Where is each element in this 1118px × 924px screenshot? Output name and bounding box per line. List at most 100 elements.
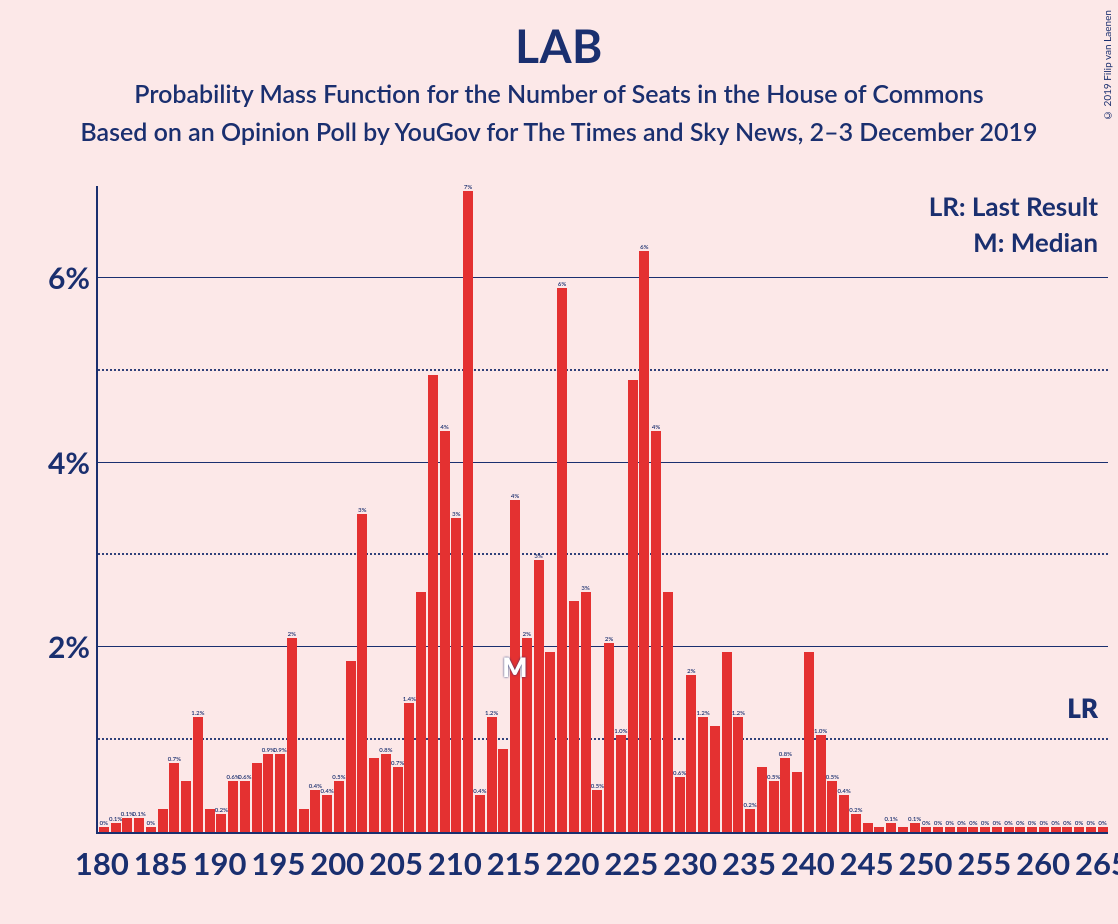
x-tick-column: 260 — [1037, 836, 1049, 900]
bar-column: 0.5% — [827, 186, 839, 832]
bar-column: 7% — [462, 186, 474, 832]
bar: 3% — [451, 518, 461, 832]
bar-value-label: 0% — [934, 820, 942, 827]
bar: 0% — [968, 827, 978, 832]
bar-column: 0.8% — [780, 186, 792, 832]
bar-column: 4% — [439, 186, 451, 832]
bar-column: 0% — [1050, 186, 1062, 832]
bar: 0.4% — [839, 795, 849, 832]
bar-column — [368, 186, 380, 832]
bar — [663, 592, 673, 832]
bar-column — [874, 186, 886, 832]
bar-value-label: 0% — [969, 820, 977, 827]
bar-column — [709, 186, 721, 832]
x-tick-column — [943, 836, 955, 900]
bar-column: 0% — [944, 186, 956, 832]
bar: 2% — [686, 675, 696, 832]
bar-column: 0.6% — [674, 186, 686, 832]
x-tick-column — [1002, 836, 1014, 900]
bar-column: 0.2% — [744, 186, 756, 832]
bar-value-label: 7% — [464, 184, 472, 191]
x-tick-column: 220 — [567, 836, 579, 900]
bar: 0% — [99, 827, 109, 832]
bar-column: 6% — [556, 186, 568, 832]
bar-value-label: 0% — [1063, 820, 1071, 827]
bar-value-label: 0% — [100, 820, 108, 827]
bar-column: 0% — [1015, 186, 1027, 832]
x-tick-column: 215 — [508, 836, 520, 900]
bar-column: 0.9% — [263, 186, 275, 832]
bar-value-label: 0% — [1004, 820, 1012, 827]
bar: 0% — [1098, 827, 1108, 832]
bar: 0.8% — [780, 758, 790, 832]
bar — [181, 781, 191, 832]
x-tick-column: 235 — [743, 836, 755, 900]
bar: 0.6% — [675, 777, 685, 832]
bar: 0.7% — [393, 767, 403, 832]
bar-column: 0% — [979, 186, 991, 832]
bar: 3% — [357, 514, 367, 832]
bar-value-label: 0.1% — [132, 811, 145, 818]
bar: 0% — [1051, 827, 1061, 832]
bar: 1.4% — [404, 703, 414, 832]
bar-column: 0.1% — [110, 186, 122, 832]
y-tick-label: 4% — [48, 445, 98, 481]
bar-column — [427, 186, 439, 832]
bar: 0.2% — [216, 814, 226, 832]
bar-column: 0% — [956, 186, 968, 832]
bar: 0.4% — [310, 790, 320, 832]
bar-value-label: 0.6% — [673, 770, 686, 777]
bar-column: 0% — [991, 186, 1003, 832]
bar-value-label: 0% — [922, 820, 930, 827]
x-tick-column — [696, 836, 708, 900]
bar: 0.9% — [263, 754, 273, 832]
x-tick-column — [708, 836, 720, 900]
bar-column: 1.4% — [404, 186, 416, 832]
bar-value-label: 0.8% — [379, 747, 392, 754]
bar-column: 0.5% — [592, 186, 604, 832]
bar: 4% — [440, 431, 450, 832]
bar — [757, 767, 767, 832]
bar: 1.2% — [733, 717, 743, 832]
x-tick-column: 240 — [802, 836, 814, 900]
bar-column: 3% — [451, 186, 463, 832]
bar-value-label: 4% — [652, 424, 660, 431]
bar — [205, 809, 215, 832]
bar-column: 0.6% — [239, 186, 251, 832]
bar-value-label: 0% — [957, 820, 965, 827]
bar-value-label: 0.4% — [320, 788, 333, 795]
bar-value-label: 0.8% — [779, 751, 792, 758]
x-tick-column: 250 — [920, 836, 932, 900]
bar-column: 3% — [357, 186, 369, 832]
bar-column — [415, 186, 427, 832]
bar-value-label: 0.7% — [168, 756, 181, 763]
bar: 0.7% — [169, 763, 179, 832]
bar-column: 0.5% — [768, 186, 780, 832]
bar — [804, 652, 814, 832]
chart-subtitle: Probability Mass Function for the Number… — [0, 79, 1118, 109]
bar-value-label: 0.9% — [273, 747, 286, 754]
x-tick-column — [461, 836, 473, 900]
bar-column: 0% — [1097, 186, 1109, 832]
bar-column: 0% — [98, 186, 110, 832]
bar-value-label: 0.5% — [332, 774, 345, 781]
bar — [792, 772, 802, 832]
x-tick-column: 230 — [684, 836, 696, 900]
bar-column — [157, 186, 169, 832]
bar-value-label: 0% — [1075, 820, 1083, 827]
bar-value-label: 0% — [1040, 820, 1048, 827]
bar-column: 4% — [650, 186, 662, 832]
bar-column: 1.0% — [615, 186, 627, 832]
x-tick-column — [355, 836, 367, 900]
x-axis: 1801851901952002052102152202252302352402… — [96, 836, 1108, 900]
x-tick-column — [108, 836, 120, 900]
bar: 0.6% — [228, 781, 238, 832]
chart-subtitle-2: Based on an Opinion Poll by YouGov for T… — [0, 117, 1118, 147]
bar-value-label: 0% — [1098, 820, 1106, 827]
x-tick-column — [531, 836, 543, 900]
bar-column — [345, 186, 357, 832]
median-marker: M — [502, 651, 527, 683]
bar: 0.5% — [769, 781, 779, 832]
bar-column: 4% — [509, 186, 521, 832]
bar-value-label: 0.6% — [238, 774, 251, 781]
